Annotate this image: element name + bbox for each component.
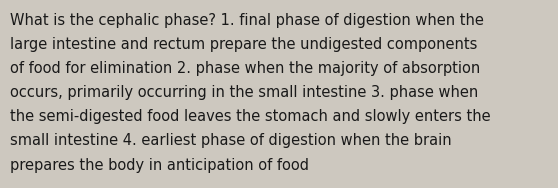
- Text: small intestine 4. earliest phase of digestion when the brain: small intestine 4. earliest phase of dig…: [10, 133, 451, 149]
- Text: large intestine and rectum prepare the undigested components: large intestine and rectum prepare the u…: [10, 37, 478, 52]
- Text: of food for elimination 2. phase when the majority of absorption: of food for elimination 2. phase when th…: [10, 61, 480, 76]
- Text: occurs, primarily occurring in the small intestine 3. phase when: occurs, primarily occurring in the small…: [10, 85, 478, 100]
- Text: prepares the body in anticipation of food: prepares the body in anticipation of foo…: [10, 158, 309, 173]
- Text: the semi-digested food leaves the stomach and slowly enters the: the semi-digested food leaves the stomac…: [10, 109, 490, 124]
- Text: What is the cephalic phase? 1. final phase of digestion when the: What is the cephalic phase? 1. final pha…: [10, 13, 484, 28]
